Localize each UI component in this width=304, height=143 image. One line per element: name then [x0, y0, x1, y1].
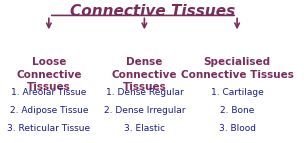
- Text: Specialised
Connective Tissues: Specialised Connective Tissues: [181, 57, 294, 80]
- Text: 1. Cartilage: 1. Cartilage: [211, 88, 264, 97]
- Text: 3. Blood: 3. Blood: [219, 125, 256, 134]
- Text: Connective Tissues: Connective Tissues: [70, 4, 235, 19]
- Text: 1. Dense Regular: 1. Dense Regular: [105, 88, 183, 97]
- Text: 2. Bone: 2. Bone: [220, 106, 254, 115]
- Text: 2. Dense Irregular: 2. Dense Irregular: [104, 106, 185, 115]
- Text: 2. Adipose Tissue: 2. Adipose Tissue: [10, 106, 88, 115]
- Text: Dense
Connective
Tissues: Dense Connective Tissues: [112, 57, 177, 92]
- Text: 1. Areolar Tissue: 1. Areolar Tissue: [11, 88, 87, 97]
- Text: Loose
Connective
Tissues: Loose Connective Tissues: [16, 57, 81, 92]
- Text: 3. Elastic: 3. Elastic: [124, 125, 165, 134]
- Text: 3. Reticular Tissue: 3. Reticular Tissue: [7, 125, 90, 134]
